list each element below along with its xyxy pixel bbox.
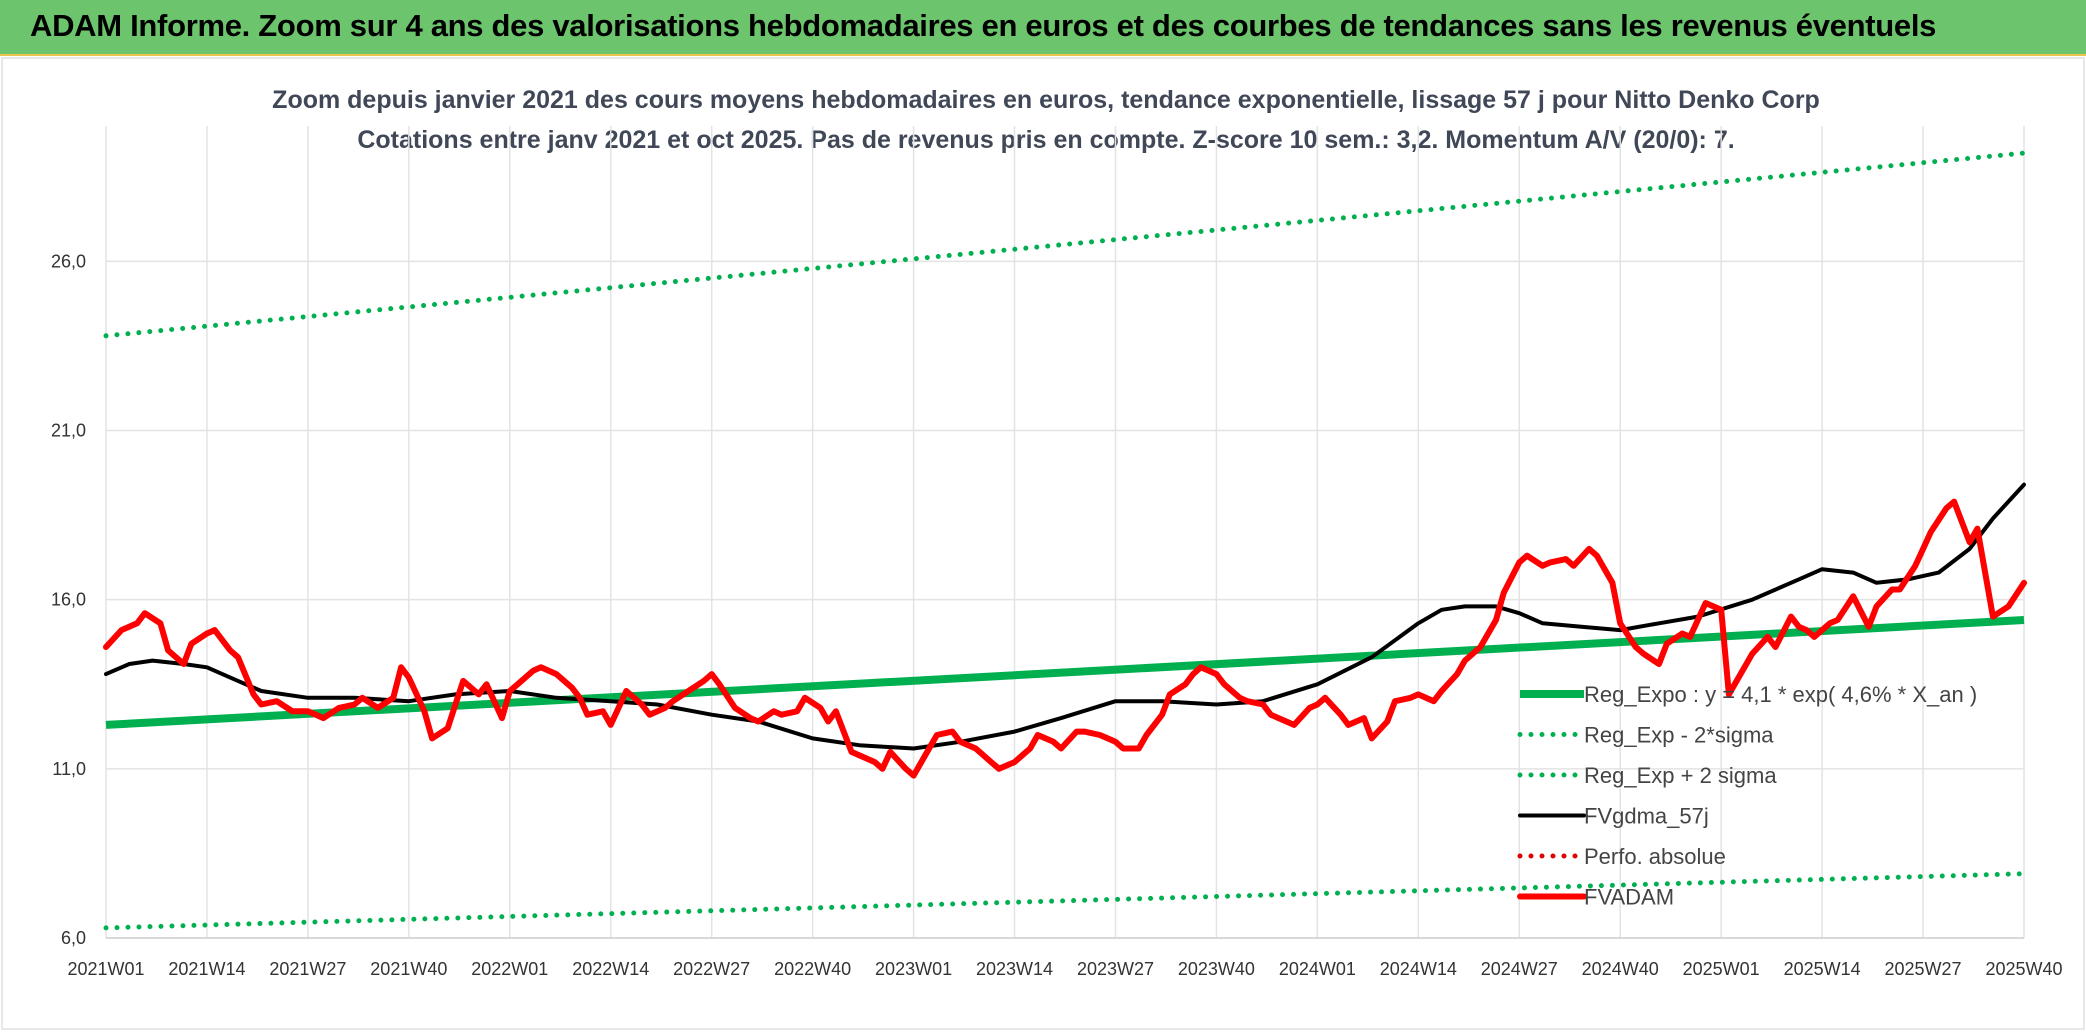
x-tick-label: 2024W27 xyxy=(1481,959,1558,979)
gridlines xyxy=(105,126,2025,939)
x-tick-label: 2024W40 xyxy=(1582,959,1659,979)
x-tick-label: 2023W14 xyxy=(976,959,1053,979)
chart-frame: Zoom depuis janvier 2021 des cours moyen… xyxy=(0,56,2086,1031)
series-lines xyxy=(103,150,2027,931)
x-tick-label: 2023W40 xyxy=(1178,959,1255,979)
legend: Reg_Expo : y = 4,1 * exp( 4,6% * X_an ) R… xyxy=(1517,682,1977,910)
x-tick-label: 2021W40 xyxy=(370,959,447,979)
x-tick-label: 2023W27 xyxy=(1077,959,1154,979)
x-tick-label: 2021W27 xyxy=(269,959,346,979)
series-reg-exp-2-sigma xyxy=(103,150,2027,339)
x-tick-label: 2024W01 xyxy=(1279,959,1356,979)
x-tick-label: 2025W01 xyxy=(1683,959,1760,979)
y-tick-label: 6,0 xyxy=(61,928,86,948)
legend-entry: Reg_Exp + 2 sigma xyxy=(1584,763,1777,788)
chart-subtitle: Cotations entre janv 2021 et oct 2025. P… xyxy=(357,126,1734,154)
series-fvgdma-57j xyxy=(104,482,2026,751)
y-tick-label: 11,0 xyxy=(52,759,86,779)
chart-title: Zoom depuis janvier 2021 des cours moyen… xyxy=(272,86,1820,114)
y-tick-label: 16,0 xyxy=(51,590,86,610)
series-reg-exp-2-sigma xyxy=(103,871,2027,931)
legend-entry: Reg_Expo : y = 4,1 * exp( 4,6% * X_an ) xyxy=(1584,682,1977,707)
x-tick-label: 2021W14 xyxy=(168,959,245,979)
report-banner: ADAM Informe. Zoom sur 4 ans des valoris… xyxy=(0,0,2086,56)
y-axis: 6,0 11,0 16,0 21,0 26,0 xyxy=(51,251,86,948)
legend-entry: Reg_Exp - 2*sigma xyxy=(1584,723,1774,748)
y-tick-label: 26,0 xyxy=(51,251,86,271)
legend-entry: Perfo. absolue xyxy=(1584,844,1726,869)
x-tick-label: 2022W27 xyxy=(673,959,750,979)
line-chart: Zoom depuis janvier 2021 des cours moyen… xyxy=(1,57,2085,1030)
x-tick-label: 2022W40 xyxy=(774,959,851,979)
report-title: ADAM Informe. Zoom sur 4 ans des valoris… xyxy=(30,8,1937,43)
y-tick-label: 21,0 xyxy=(51,421,86,441)
legend-entry: FVgdma_57j xyxy=(1584,804,1709,829)
x-tick-label: 2025W40 xyxy=(1985,959,2062,979)
legend-entry: FVADAM xyxy=(1584,885,1674,910)
x-tick-label: 2022W01 xyxy=(471,959,548,979)
x-tick-label: 2024W14 xyxy=(1380,959,1457,979)
x-axis: 2021W01 2021W14 2021W27 2021W40 2022W01 2022W… xyxy=(67,937,2063,979)
series-fvadam xyxy=(103,498,2027,779)
x-tick-label: 2022W14 xyxy=(572,959,649,979)
x-tick-label: 2023W01 xyxy=(875,959,952,979)
x-tick-label: 2021W01 xyxy=(67,959,144,979)
x-tick-label: 2025W27 xyxy=(1885,959,1962,979)
x-tick-label: 2025W14 xyxy=(1784,959,1861,979)
